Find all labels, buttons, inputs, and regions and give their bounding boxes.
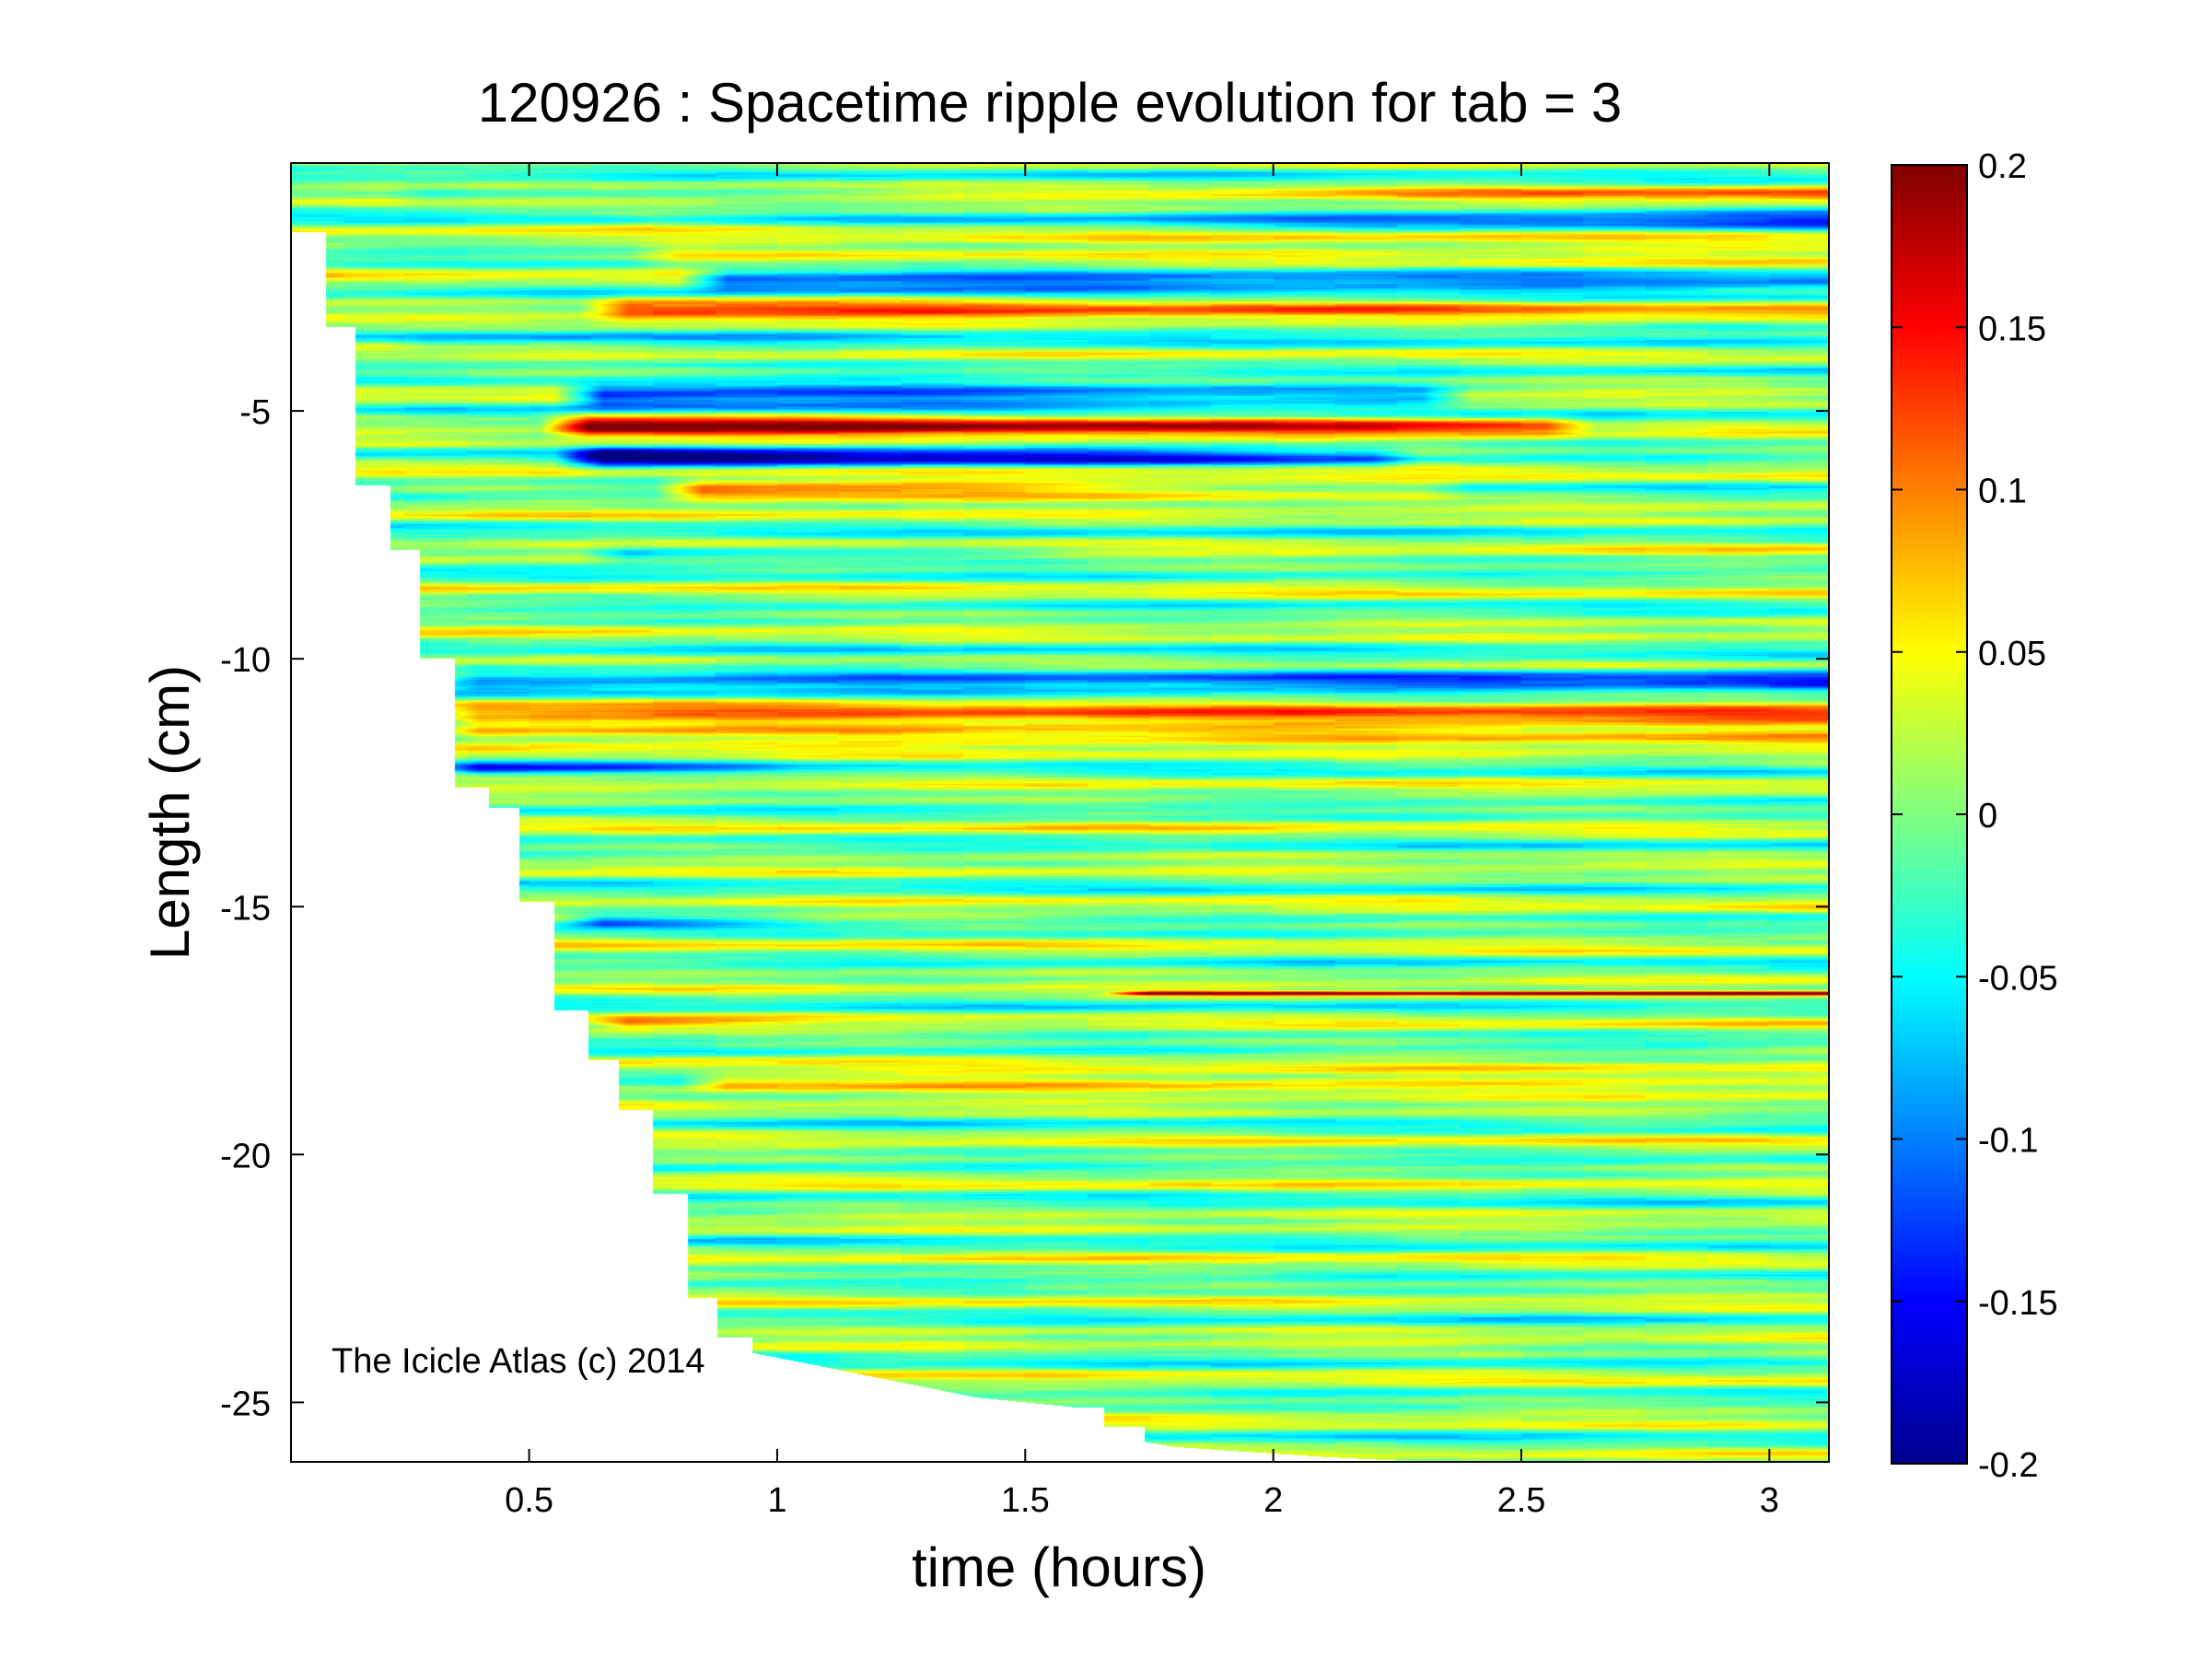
colorbar-tick-label: -0.1 bbox=[1978, 1122, 2038, 1161]
plot-frame bbox=[290, 162, 1830, 1463]
colorbar-tick-label: -0.2 bbox=[1978, 1446, 2038, 1485]
x-tick-label: 2 bbox=[1263, 1481, 1283, 1520]
x-tick-label: 1.5 bbox=[1001, 1481, 1050, 1520]
colorbar-tick-label: 0.05 bbox=[1978, 635, 2046, 673]
x-tick-label: 1 bbox=[767, 1481, 786, 1520]
y-tick-label: -25 bbox=[220, 1384, 271, 1423]
colorbar-tick-label: 0.15 bbox=[1978, 310, 2046, 348]
y-axis-label: Length (cm) bbox=[139, 665, 201, 960]
colorbar bbox=[1891, 164, 1968, 1465]
x-axis-ticks: 0.5 1 1.5 2 2.5 3 bbox=[505, 163, 1779, 1520]
y-tick-label: -20 bbox=[220, 1137, 271, 1175]
colorbar-tick-label: 0.2 bbox=[1978, 147, 2027, 186]
colorbar-tick-label: -0.05 bbox=[1978, 959, 2058, 998]
watermark: The Icicle Atlas (c) 2014 bbox=[332, 1342, 705, 1381]
colorbar-tick-label: -0.15 bbox=[1978, 1284, 2058, 1323]
colorbar-ticks: 0.2 0.15 0.1 0.05 0 -0.05 -0.1 -0.15 -0.2 bbox=[1892, 147, 2058, 1485]
x-tick-label: 3 bbox=[1760, 1481, 1779, 1520]
y-tick-label: -10 bbox=[220, 641, 271, 680]
colorbar-tick-label: 0.1 bbox=[1978, 473, 2027, 511]
heatmap-plot bbox=[291, 163, 1829, 1462]
heatmap-canvas bbox=[291, 163, 1829, 1462]
x-axis-label: time (hours) bbox=[912, 1536, 1206, 1598]
chart-title: 120926 : Spacetime ripple evolution for … bbox=[478, 72, 1622, 134]
x-tick-label: 0.5 bbox=[505, 1481, 553, 1520]
colorbar-tick-label: 0 bbox=[1978, 797, 1997, 835]
y-tick-label: -15 bbox=[220, 889, 271, 928]
x-tick-label: 2.5 bbox=[1497, 1481, 1546, 1520]
y-axis-ticks: -5 -10 -15 -20 -25 bbox=[220, 393, 1829, 1423]
y-tick-label: -5 bbox=[239, 393, 271, 432]
